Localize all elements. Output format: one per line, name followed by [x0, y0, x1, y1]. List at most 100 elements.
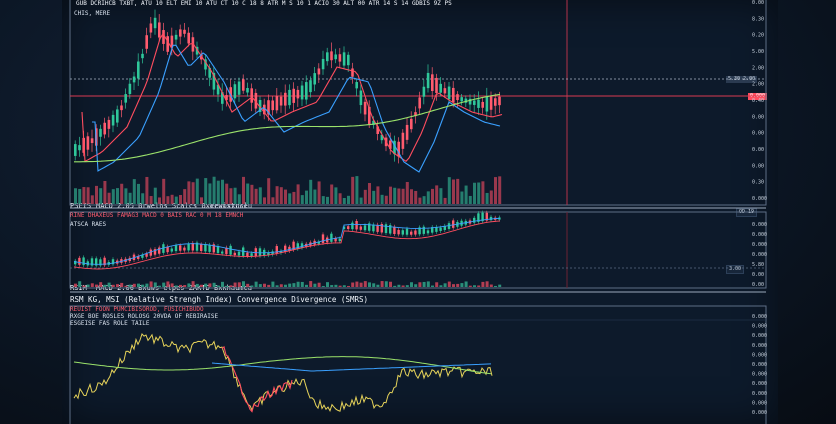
macd-hist-bar	[326, 282, 329, 287]
macd-candles	[74, 210, 501, 268]
candle-body	[153, 17, 157, 29]
volume-bar	[468, 195, 472, 204]
price-axis: 0.00 8.30 0.20 5.00 2.00 2.00 0.40 0.00 0.00 0.00…	[752, 0, 767, 202]
macd-candle-body	[74, 260, 77, 265]
volume-bar	[452, 179, 455, 204]
candle-body	[166, 36, 169, 52]
volume-bar	[78, 188, 82, 204]
volume-bar	[275, 186, 279, 204]
candle-body	[305, 82, 308, 100]
macd-hist-bar	[359, 282, 363, 287]
candle-body	[86, 136, 90, 150]
macd-candle-body	[452, 220, 455, 228]
volume-bar	[418, 197, 422, 204]
macd-hist-bar	[170, 283, 174, 287]
macd-hist-bar	[284, 284, 287, 287]
volume-bar	[107, 192, 111, 204]
volume-bar	[300, 195, 304, 204]
macd-candle-body	[229, 245, 232, 255]
candle-body	[351, 68, 354, 77]
rsi-axis-label: 0.000	[752, 343, 767, 349]
macd-candle-body	[418, 227, 421, 235]
volume-bar	[74, 188, 77, 204]
macd-hist-bar	[473, 285, 476, 287]
trading-terminal: GUB DCRIHCB TXBT, ATU 10 ELT EMI 10 ATU …	[62, 0, 778, 424]
macd-candle-body	[103, 257, 106, 266]
macd-hist-bar	[158, 285, 161, 287]
candle-body	[460, 97, 463, 102]
volume-bar	[447, 177, 451, 204]
candle-body	[456, 94, 459, 101]
candle-body	[120, 105, 123, 111]
volume-bar	[162, 178, 166, 204]
macd-hist-bar	[372, 283, 376, 287]
top-indicator-header: GUB DCRIHCB TXBT, ATU 10 ELT EMI 10 ATU …	[76, 0, 452, 7]
candle-body	[187, 32, 190, 44]
candle-body	[435, 77, 438, 94]
candle-body	[162, 30, 165, 44]
chart-canvas[interactable]: 0.008.300.205.002.002.000.400.000.000.00…	[62, 0, 778, 424]
volume-bar	[456, 178, 460, 204]
volume-bar	[216, 180, 220, 204]
macd-candle-body	[258, 248, 262, 256]
volume-bar	[485, 192, 489, 204]
macd-hist-bar	[393, 285, 397, 287]
candle-body	[216, 84, 220, 95]
volume-bar	[132, 179, 136, 204]
candle-body	[410, 118, 413, 130]
macd-candle-body	[393, 226, 396, 234]
volume-bar	[305, 190, 308, 204]
price-axis-marker-gray: 5.30 2.00	[726, 76, 758, 83]
volume-bar	[473, 182, 476, 204]
candle-body	[300, 85, 304, 100]
macd-candle-body	[355, 220, 358, 230]
volume-bar	[237, 194, 241, 204]
volume-bar	[380, 194, 384, 204]
volume-bar	[124, 188, 128, 204]
macd-hist-bar	[305, 284, 308, 287]
macd-hist-bar	[116, 284, 119, 287]
macd-hist-bar	[204, 283, 208, 287]
candle-body	[183, 29, 186, 34]
volume-bar	[233, 187, 237, 204]
volume-bar	[326, 196, 329, 204]
macd-hist-bar	[477, 285, 481, 287]
candle-body	[170, 35, 174, 48]
macd-hist-bar	[414, 284, 418, 287]
macd-candle-body	[166, 246, 169, 253]
candle-body	[296, 89, 300, 99]
macd-panel-title[interactable]: MACD 2.05 Brwelhs Scalcs Bxeruistrce	[96, 202, 248, 210]
volume-bar	[187, 181, 191, 204]
macd-hist-bar	[246, 283, 250, 287]
rsi-line	[73, 333, 493, 413]
macd-candle-body	[489, 216, 493, 221]
macd-hist-bar	[221, 281, 224, 287]
volume-bar	[368, 183, 371, 204]
macd-candle-body	[99, 259, 102, 266]
macd-candle-body	[334, 238, 337, 242]
macd-candle-body	[300, 243, 304, 248]
volume-bar	[191, 182, 195, 204]
volume-bar	[267, 178, 271, 204]
rsi-signal-green	[73, 356, 492, 375]
macd-candle-body	[212, 244, 215, 253]
volume-bar	[347, 195, 350, 204]
volume-bar	[246, 183, 250, 204]
macd-candle-body	[330, 233, 333, 242]
macd-hist-bar	[355, 281, 359, 287]
macd-candle-body	[380, 223, 383, 233]
volume-bar	[317, 181, 321, 204]
candle-body	[363, 101, 367, 115]
macd-hist-bar	[422, 281, 426, 287]
volume-bar	[334, 187, 338, 204]
candle-body	[355, 82, 358, 89]
rsi-info-line-2: RXGE BOE ROSLES ROLOSG 20VDA OF REBIRAIS…	[70, 313, 219, 320]
macd-candle-body	[246, 252, 249, 257]
macd-candle-body	[208, 244, 211, 252]
candle-body	[179, 29, 182, 37]
macd-hist-bar	[149, 281, 153, 287]
volume-bar	[489, 190, 493, 204]
volume-bar	[313, 189, 317, 204]
price-axis-label: 0.00	[752, 114, 764, 120]
candle-body	[107, 119, 111, 129]
